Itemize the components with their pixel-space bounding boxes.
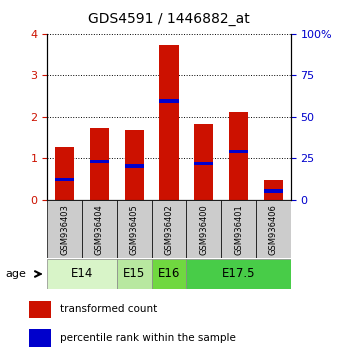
- Text: percentile rank within the sample: percentile rank within the sample: [61, 333, 236, 343]
- Bar: [160, 45, 178, 200]
- Text: GSM936401: GSM936401: [234, 204, 243, 255]
- Bar: [264, 189, 283, 193]
- Text: age: age: [5, 269, 26, 279]
- Bar: [82, 200, 117, 258]
- Text: GSM936404: GSM936404: [95, 204, 104, 255]
- Bar: [117, 259, 152, 289]
- Bar: [229, 112, 248, 200]
- Bar: [194, 162, 213, 165]
- Bar: [47, 259, 117, 289]
- Text: GSM936403: GSM936403: [60, 204, 69, 255]
- Bar: [264, 181, 283, 200]
- Bar: [90, 129, 109, 200]
- Bar: [221, 200, 256, 258]
- Bar: [152, 200, 186, 258]
- Text: GDS4591 / 1446882_at: GDS4591 / 1446882_at: [88, 12, 250, 27]
- Bar: [186, 259, 291, 289]
- Bar: [55, 147, 74, 200]
- Text: GSM936402: GSM936402: [165, 204, 173, 255]
- Text: E16: E16: [158, 268, 180, 280]
- Bar: [160, 99, 178, 103]
- Text: GSM936400: GSM936400: [199, 204, 208, 255]
- Text: E17.5: E17.5: [222, 268, 255, 280]
- Bar: [125, 164, 144, 167]
- Bar: [117, 200, 152, 258]
- Bar: [229, 150, 248, 153]
- Text: GSM936405: GSM936405: [130, 204, 139, 255]
- Bar: [194, 124, 213, 200]
- Bar: [47, 200, 82, 258]
- Bar: [29, 329, 51, 347]
- Text: E15: E15: [123, 268, 145, 280]
- Bar: [29, 301, 51, 318]
- Text: E14: E14: [71, 268, 93, 280]
- Text: GSM936406: GSM936406: [269, 204, 278, 255]
- Bar: [256, 200, 291, 258]
- Bar: [152, 259, 186, 289]
- Text: transformed count: transformed count: [61, 304, 158, 314]
- Bar: [125, 130, 144, 200]
- Bar: [55, 178, 74, 181]
- Bar: [90, 160, 109, 164]
- Bar: [186, 200, 221, 258]
